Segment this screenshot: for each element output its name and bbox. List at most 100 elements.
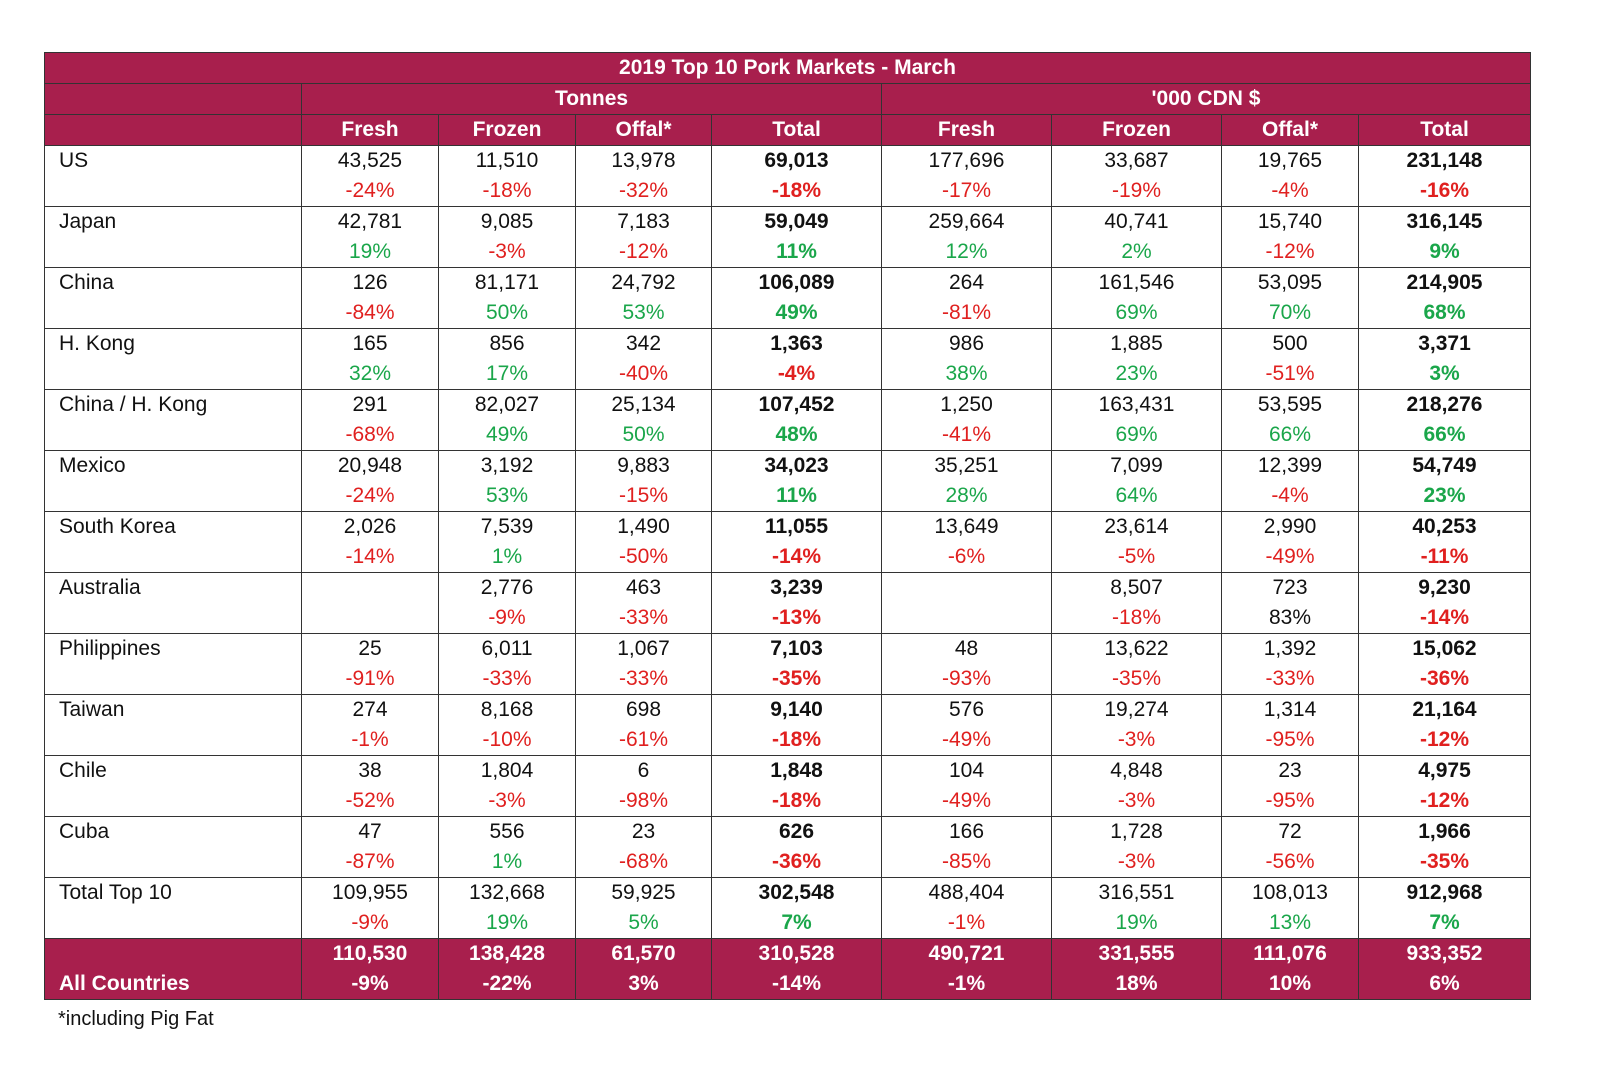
total-cell: 310,528 -14% (711, 938, 882, 1000)
cell-change-percent: -14% (345, 545, 395, 568)
country-name: China (59, 271, 114, 294)
cell-value: 13,649 (934, 515, 999, 538)
cell-change-percent: 38% (945, 362, 988, 385)
cell-value: 106,089 (758, 271, 835, 294)
cell-value: 1,392 (1263, 637, 1317, 660)
value-cell: 556 1% (438, 816, 576, 878)
cell-change-percent (882, 603, 1051, 633)
cell-change-percent: 68% (1423, 301, 1466, 324)
cell-change-percent: -50% (618, 545, 669, 568)
cell-change-percent: 83% (1268, 606, 1312, 629)
cell-change-percent: 7% (1429, 911, 1460, 934)
cell-value: 500 (1272, 332, 1308, 355)
column-header: Frozen (1051, 114, 1222, 146)
cell-change-percent: -61% (618, 728, 669, 751)
country-cell: South Korea (44, 511, 302, 573)
table-title: 2019 Top 10 Pork Markets - March (44, 52, 1531, 84)
cell-change-percent: -68% (618, 850, 669, 873)
country-name: Philippines (59, 637, 161, 660)
cell-change-percent: -9% (351, 972, 389, 995)
cell-change-percent: -49% (941, 728, 992, 751)
cell-change-percent: -33% (482, 667, 532, 690)
cell-value: 986 (948, 332, 985, 355)
cell-change-percent: 9% (1429, 240, 1460, 263)
cell-value: 59,049 (764, 210, 829, 233)
value-cell: 23,614 -5% (1051, 511, 1222, 573)
cell-value: 43,525 (337, 149, 403, 172)
value-cell: 316,551 19% (1051, 877, 1222, 939)
value-cell: 264 -81% (881, 267, 1052, 329)
cell-value: 3,371 (1418, 332, 1471, 355)
cell-value: 23 (1278, 759, 1302, 782)
cell-value: 342 (625, 332, 662, 355)
cell-value: 23 (631, 820, 656, 843)
cell-change-percent: -84% (345, 301, 395, 324)
cell-value: 19,765 (1257, 149, 1323, 172)
cell-change-percent: -56% (1265, 850, 1315, 873)
header-blank-2 (44, 114, 302, 146)
cell-change-percent: -33% (618, 606, 669, 629)
table-row: South Korea 2,026 -14% 7,539 1% 1,490 -50% 11,0… (44, 511, 1531, 573)
value-cell: 723 83% (1221, 572, 1359, 634)
total-cell: 214,905 68% (1358, 267, 1531, 329)
value-cell: 138,428 -22% (438, 938, 576, 1000)
cell-value: 132,668 (469, 881, 545, 904)
table-row: China / H. Kong 291 -68% 82,027 49% 25,134 50%… (44, 389, 1531, 451)
value-cell: 4,848 -3% (1051, 755, 1222, 817)
cell-value: 1,363 (770, 332, 823, 355)
cell-change-percent: 66% (1268, 423, 1312, 446)
total-cell: 34,023 11% (711, 450, 882, 512)
value-cell: 3,192 53% (438, 450, 576, 512)
column-header: Offal* (1221, 114, 1359, 146)
cell-value: 259,664 (928, 210, 1005, 233)
table-row: China 126 -84% 81,171 50% 24,792 53% 106,089 49%… (44, 267, 1531, 329)
cell-value: 42,781 (337, 210, 403, 233)
cell-value: 291 (352, 393, 388, 416)
cell-change-percent: 19% (1115, 911, 1158, 934)
country-name: Mexico (59, 454, 126, 477)
total-cell: 3,371 3% (1358, 328, 1531, 390)
cell-value: 3,192 (480, 454, 534, 477)
cell-value: 69,013 (764, 149, 829, 172)
cell-change-percent: 23% (1423, 484, 1466, 507)
cell-change-percent: -3% (1117, 728, 1156, 751)
total-cell: 21,164 -12% (1358, 694, 1531, 756)
cell-value: 11,055 (764, 515, 829, 538)
country-cell: Mexico (44, 450, 302, 512)
cell-change-percent: -18% (1111, 606, 1162, 629)
cell-change-percent: 1% (491, 850, 523, 873)
cell-change-percent: -11% (1420, 545, 1469, 568)
cell-value (302, 573, 438, 603)
value-cell: 9,085 -3% (438, 206, 576, 268)
cell-change-percent: -4% (1271, 484, 1309, 507)
value-cell: 43,525 -24% (301, 145, 439, 207)
cell-change-percent: 69% (1115, 301, 1158, 324)
cell-value (882, 573, 1051, 603)
cell-change-percent: -9% (351, 911, 389, 934)
cell-value: 15,740 (1257, 210, 1323, 233)
cell-change-percent: -51% (1265, 362, 1315, 385)
total-cell: 626 -36% (711, 816, 882, 878)
cell-value: 1,728 (1110, 820, 1163, 843)
cell-value: 6 (637, 759, 650, 782)
value-cell: 291 -68% (301, 389, 439, 451)
cell-value: 1,067 (617, 637, 670, 660)
value-cell: 48 -93% (881, 633, 1052, 695)
cell-change-percent: -49% (941, 789, 992, 812)
cell-value: 54,749 (1412, 454, 1477, 477)
cell-value: 24,792 (611, 271, 676, 294)
cell-change-percent: 19% (348, 240, 392, 263)
table-row: Cuba 47 -87% 556 1% 23 -68% 626 -36% 166 -85% 1,728… (44, 816, 1531, 878)
cell-value: 316,145 (1406, 210, 1483, 233)
cell-change-percent: -36% (1419, 667, 1470, 690)
cell-change-percent: -41% (941, 423, 992, 446)
cell-change-percent: -18% (771, 728, 822, 751)
value-cell: 25 -91% (301, 633, 439, 695)
total-cell: 106,089 49% (711, 267, 882, 329)
cell-value: 556 (489, 820, 525, 843)
value-cell: 33,687 -19% (1051, 145, 1222, 207)
group-header-tonnes: Tonnes (301, 83, 882, 115)
cell-value: 82,027 (474, 393, 540, 416)
pork-markets-table-container: 2019 Top 10 Pork Markets - March Tonnes … (44, 52, 1531, 1000)
cell-change-percent: 11% (776, 484, 817, 507)
